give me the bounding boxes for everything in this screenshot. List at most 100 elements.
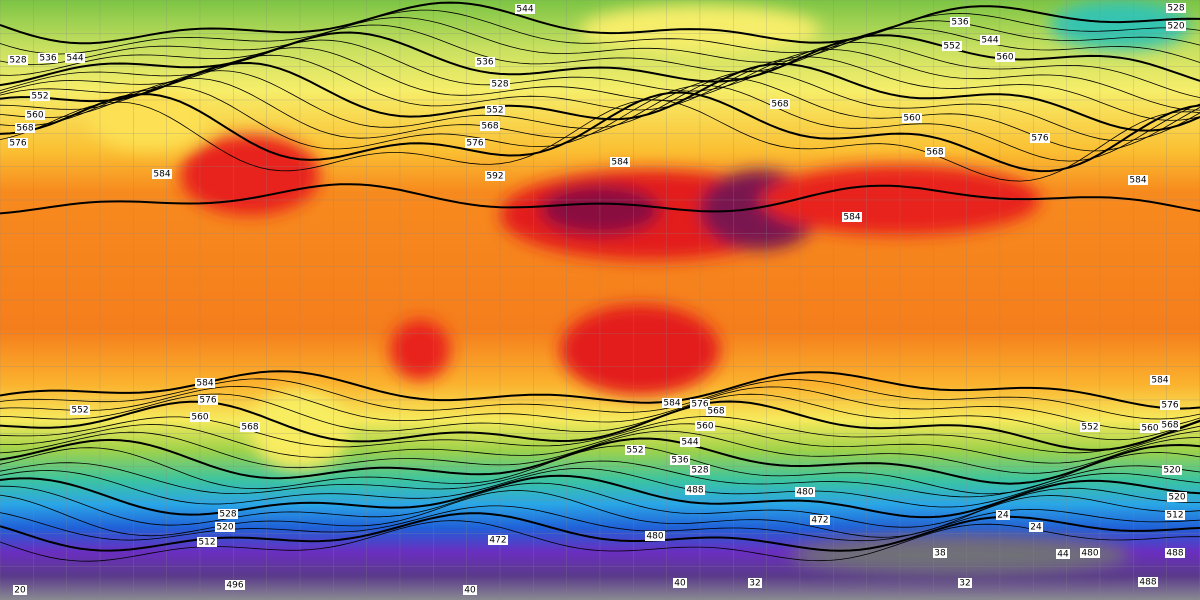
contour-label: 488 (1165, 548, 1185, 559)
contour-label: 568 (925, 147, 945, 158)
contour-label: 560 (695, 421, 715, 432)
contour-label-text: 32 (959, 579, 970, 589)
contour-label: 584 (1128, 175, 1148, 186)
contour-label: 528 (1166, 3, 1186, 14)
contour-label-text: 528 (491, 80, 508, 90)
contour-label: 32 (958, 578, 972, 589)
contour (0, 99, 1200, 182)
contour-label: 40 (463, 585, 477, 596)
contour (0, 24, 1200, 76)
contour-label-text: 576 (9, 139, 26, 149)
contour-label: 552 (30, 91, 50, 102)
contour (0, 474, 1200, 519)
contour-label: 584 (152, 169, 172, 180)
contour-label-text: 38 (934, 549, 946, 559)
contour (0, 1, 1200, 45)
contour-label: 584 (1150, 375, 1170, 386)
contour-label: 568 (1160, 420, 1180, 431)
contour-label: 32 (748, 578, 762, 589)
contour-label-text: 560 (1141, 424, 1158, 434)
contour-label: 568 (15, 123, 35, 134)
contour-label-text: 560 (191, 413, 208, 423)
contour-label-text: 472 (811, 516, 828, 526)
contour-label-text: 520 (1168, 493, 1185, 503)
contour-label: 576 (1030, 133, 1050, 144)
contour-label-text: 544 (681, 438, 698, 448)
contour-label: 584 (610, 157, 630, 168)
contour-label: 520 (1167, 492, 1187, 503)
contour (0, 482, 1200, 528)
contour-label: 20 (13, 585, 27, 596)
contour-label: 480 (645, 531, 665, 542)
contour-label-text: 480 (646, 532, 663, 542)
contour-label-text: 560 (696, 422, 713, 432)
contour-label-text: 568 (926, 148, 943, 158)
contour-label-text: 488 (686, 486, 703, 496)
contour-label-text: 480 (796, 488, 813, 498)
contour-label: 520 (1166, 21, 1186, 32)
contour-label: 584 (195, 378, 215, 389)
contour-label-text: 584 (663, 399, 680, 409)
contour-label-text: 576 (691, 400, 708, 410)
contour (0, 70, 1200, 142)
contour-label: 544 (980, 35, 1000, 46)
contour-label: 24 (1029, 522, 1043, 533)
contour-label: 480 (1080, 548, 1100, 559)
contour-label-text: 536 (951, 18, 968, 28)
contour-label: 552 (70, 405, 90, 416)
contour-label: 544 (515, 4, 535, 15)
contour-label: 560 (995, 52, 1015, 63)
contour (0, 460, 1200, 498)
contour-label-text: 560 (996, 53, 1013, 63)
contour-label-text: 576 (466, 139, 483, 149)
contour-label: 544 (65, 53, 85, 64)
contour-label: 576 (198, 395, 218, 406)
contour-label-text: 520 (1163, 466, 1180, 476)
contour-label: 512 (1165, 510, 1185, 521)
contour-label: 552 (942, 41, 962, 52)
contour-label: 488 (685, 485, 705, 496)
contour-label: 536 (38, 53, 58, 64)
contour-label-text: 488 (1166, 549, 1183, 559)
contour-label-text: 552 (943, 42, 960, 52)
contour-label-text: 520 (1167, 22, 1184, 32)
contour (0, 47, 1200, 111)
contour-label: 480 (795, 487, 815, 498)
contour-label-text: 544 (66, 54, 83, 64)
contour-label: 512 (197, 537, 217, 548)
contour-label: 560 (25, 110, 45, 121)
contour (0, 84, 1200, 162)
contour-label: 528 (490, 79, 510, 90)
contour-label: 552 (485, 105, 505, 116)
contour-label-text: 560 (903, 114, 920, 124)
contour-label-text: 496 (226, 581, 243, 591)
contour-label: 560 (902, 113, 922, 124)
contour-label-text: 560 (26, 111, 43, 121)
contour-label-text: 552 (71, 406, 88, 416)
contour-label: 496 (225, 580, 245, 591)
contour-label: 536 (950, 17, 970, 28)
contour-label-text: 528 (219, 510, 236, 520)
contour (0, 183, 1200, 215)
contour-label-text: 536 (39, 54, 56, 64)
contour-label-text: 536 (476, 58, 493, 68)
contour-label: 552 (625, 445, 645, 456)
contour-label-text: 24 (1030, 523, 1042, 533)
contour-label-text: 584 (1129, 176, 1146, 186)
contour-label-text: 512 (198, 538, 215, 548)
contour (0, 437, 1200, 485)
contour-label: 488 (1138, 577, 1158, 588)
contour-label-text: 568 (16, 124, 33, 134)
contour-label: 44 (1056, 549, 1070, 560)
contour (0, 423, 1200, 464)
contour-label-text: 568 (481, 122, 498, 132)
contour-label: 40 (673, 578, 687, 589)
contour-label-text: 512 (1166, 511, 1183, 521)
contour-label-text: 552 (626, 446, 643, 456)
contour-label-text: 20 (14, 586, 26, 596)
contour-label-text: 568 (771, 100, 788, 110)
contour-label-text: 552 (1081, 423, 1098, 433)
contour-label: 552 (1080, 422, 1100, 433)
